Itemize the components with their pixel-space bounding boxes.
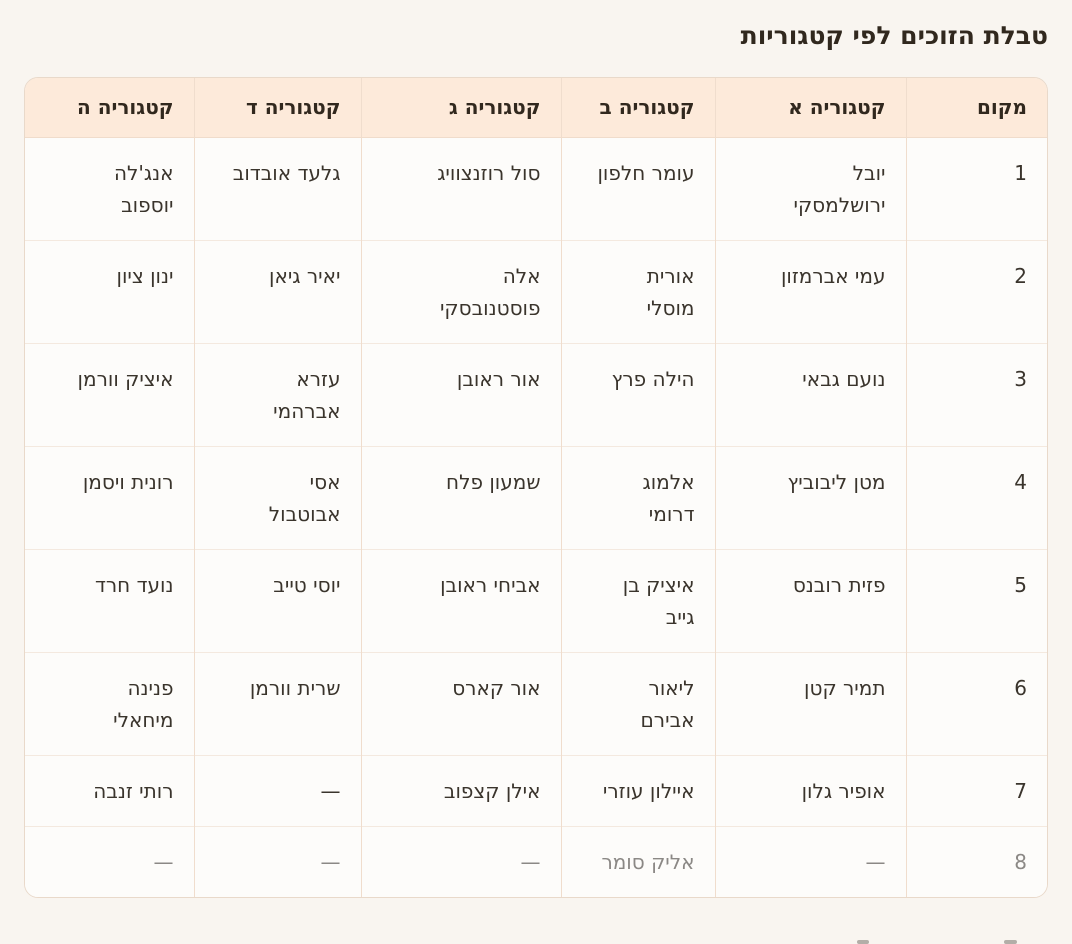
cell-d: אסי אבוטבול xyxy=(193,446,361,550)
cell-d: — xyxy=(193,755,361,827)
cell-a: אופיר גלון xyxy=(714,755,906,827)
cell-place: 5 xyxy=(905,549,1047,653)
cell-place: 8 xyxy=(905,826,1047,897)
cell-d: גלעד אובדוב xyxy=(193,137,361,241)
cutoff-text-fragment xyxy=(1004,940,1017,944)
table-row: 6 תמיר קטן ליאור אבירם אור קארס שרית וורמן פנ… xyxy=(25,652,1047,756)
cutoff-text-fragment xyxy=(857,940,869,944)
table-row: 8— אליק סומר — — — xyxy=(25,826,1047,897)
cell-a: מטן ליבוביץ xyxy=(714,446,906,550)
cell-c: — xyxy=(360,826,561,897)
cell-d: יאיר גיאן xyxy=(193,240,361,344)
table-header-row: מקום קטגוריה א קטגוריה ב קטגוריה ג קטגוריה ד… xyxy=(25,78,1047,138)
cell-c: אור ראובן xyxy=(360,343,561,447)
column-header-c: קטגוריה ג xyxy=(360,78,561,138)
column-header-place: מקום xyxy=(905,78,1047,138)
table-row: 4 מטן ליבוביץ אלמוג דרומי שמעון פלח אסי אבוט… xyxy=(25,446,1047,550)
cell-e: איציק וורמן xyxy=(25,343,194,447)
table-row: 3 נועם גבאי הילה פרץ אור ראובן עזרא אברהמי אי… xyxy=(25,343,1047,447)
cell-e: רותי זנבה xyxy=(25,755,194,827)
cell-e: — xyxy=(25,826,194,897)
cell-a: — xyxy=(714,826,906,897)
cell-c: אילן קצפוב xyxy=(360,755,561,827)
cell-d: שרית וורמן xyxy=(193,652,361,756)
page-title: טבלת הזוכים לפי קטגוריות xyxy=(740,21,1048,50)
cell-e: ינון ציון xyxy=(25,240,194,344)
cell-b: עומר חלפון xyxy=(560,137,715,241)
winners-table-container: מקום קטגוריה א קטגוריה ב קטגוריה ג קטגוריה ד… xyxy=(24,77,1048,898)
cell-place: 1 xyxy=(905,137,1047,241)
cell-b: אלמוג דרומי xyxy=(560,446,715,550)
cell-a: תמיר קטן xyxy=(714,652,906,756)
cell-a: פזית רובנס xyxy=(714,549,906,653)
cell-b: אורית מוסלי xyxy=(560,240,715,344)
cell-c: אלה פוסטנובסקי xyxy=(360,240,561,344)
cell-c: אור קארס xyxy=(360,652,561,756)
cell-e: פנינה מיחאלי xyxy=(25,652,194,756)
cell-b: הילה פרץ xyxy=(560,343,715,447)
cell-b: ליאור אבירם xyxy=(560,652,715,756)
cell-d: יוסי טייב xyxy=(193,549,361,653)
cell-b: אליק סומר xyxy=(560,826,715,897)
cell-place: 6 xyxy=(905,652,1047,756)
winners-table: מקום קטגוריה א קטגוריה ב קטגוריה ג קטגוריה ד… xyxy=(25,78,1047,897)
cell-b: איילון עוזרי xyxy=(560,755,715,827)
column-header-b: קטגוריה ב xyxy=(560,78,715,138)
table-row: 7 אופיר גלון איילון עוזרי אילן קצפוב — רותי ז… xyxy=(25,755,1047,827)
column-header-d: קטגוריה ד xyxy=(193,78,361,138)
cell-c: שמעון פלח xyxy=(360,446,561,550)
cell-e: אנג'לה יוספוב xyxy=(25,137,194,241)
cell-e: רונית ויסמן xyxy=(25,446,194,550)
table-row: 5 פזית רובנס איציק בן גייב אביחי ראובן יוסי … xyxy=(25,549,1047,653)
cell-a: נועם גבאי xyxy=(714,343,906,447)
cell-b: איציק בן גייב xyxy=(560,549,715,653)
cell-d: עזרא אברהמי xyxy=(193,343,361,447)
cell-a: עמי אברמזון xyxy=(714,240,906,344)
cell-e: נועד חרד xyxy=(25,549,194,653)
cell-c: אביחי ראובן xyxy=(360,549,561,653)
cell-place: 2 xyxy=(905,240,1047,344)
table-row: 2 עמי אברמזון אורית מוסלי אלה פוסטנובסקי יאי… xyxy=(25,240,1047,344)
cell-place: 3 xyxy=(905,343,1047,447)
cell-a: יובל ירושלמסקי xyxy=(714,137,906,241)
table-row: 1 יובל ירושלמסקי עומר חלפון סול רוזנצוויג גל… xyxy=(25,137,1047,241)
cell-c: סול רוזנצוויג xyxy=(360,137,561,241)
column-header-e: קטגוריה ה xyxy=(25,78,194,138)
column-header-a: קטגוריה א xyxy=(714,78,906,138)
cell-place: 7 xyxy=(905,755,1047,827)
cell-d: — xyxy=(193,826,361,897)
cell-place: 4 xyxy=(905,446,1047,550)
